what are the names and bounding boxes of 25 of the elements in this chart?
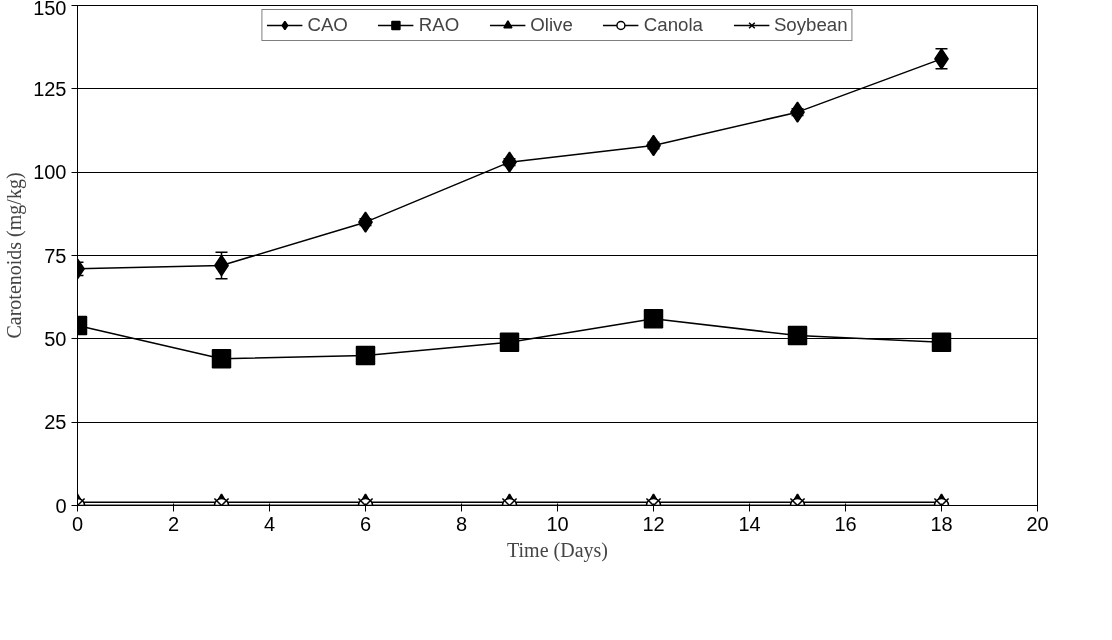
y-tick-label: 25 (44, 411, 67, 434)
x-tick-label: 8 (455, 512, 468, 535)
y-tick-label: 75 (44, 244, 67, 267)
y-tick-label: 50 (44, 327, 67, 350)
x-tick-label: 2 (167, 512, 180, 535)
x-tick-label: 12 (642, 512, 665, 535)
y-tick-label: 100 (33, 161, 67, 184)
x-tick-label: 6 (359, 512, 372, 535)
legend-label: Canola (643, 14, 703, 36)
x-tick-label: 10 (546, 512, 569, 535)
legend-label: RAO (418, 14, 460, 36)
x-tick-label: 16 (834, 512, 857, 535)
y-tick-label: 0 (55, 494, 67, 517)
x-tick-label: 0 (71, 512, 84, 535)
x-axis-title: Time (Days) (507, 538, 608, 562)
y-axis-title: Carotenoids (mg/kg) (3, 172, 27, 339)
x-tick-label: 4 (263, 512, 276, 535)
x-tick-label: 18 (930, 512, 953, 535)
legend-label: Soybean (773, 14, 848, 36)
y-tick-label: 125 (33, 77, 67, 100)
x-tick-label: 14 (738, 512, 761, 535)
y-tick-label: 150 (33, 0, 67, 19)
legend-label: Olive (530, 14, 573, 36)
legend-label: CAO (307, 14, 348, 36)
x-tick-label: 20 (1026, 512, 1049, 535)
